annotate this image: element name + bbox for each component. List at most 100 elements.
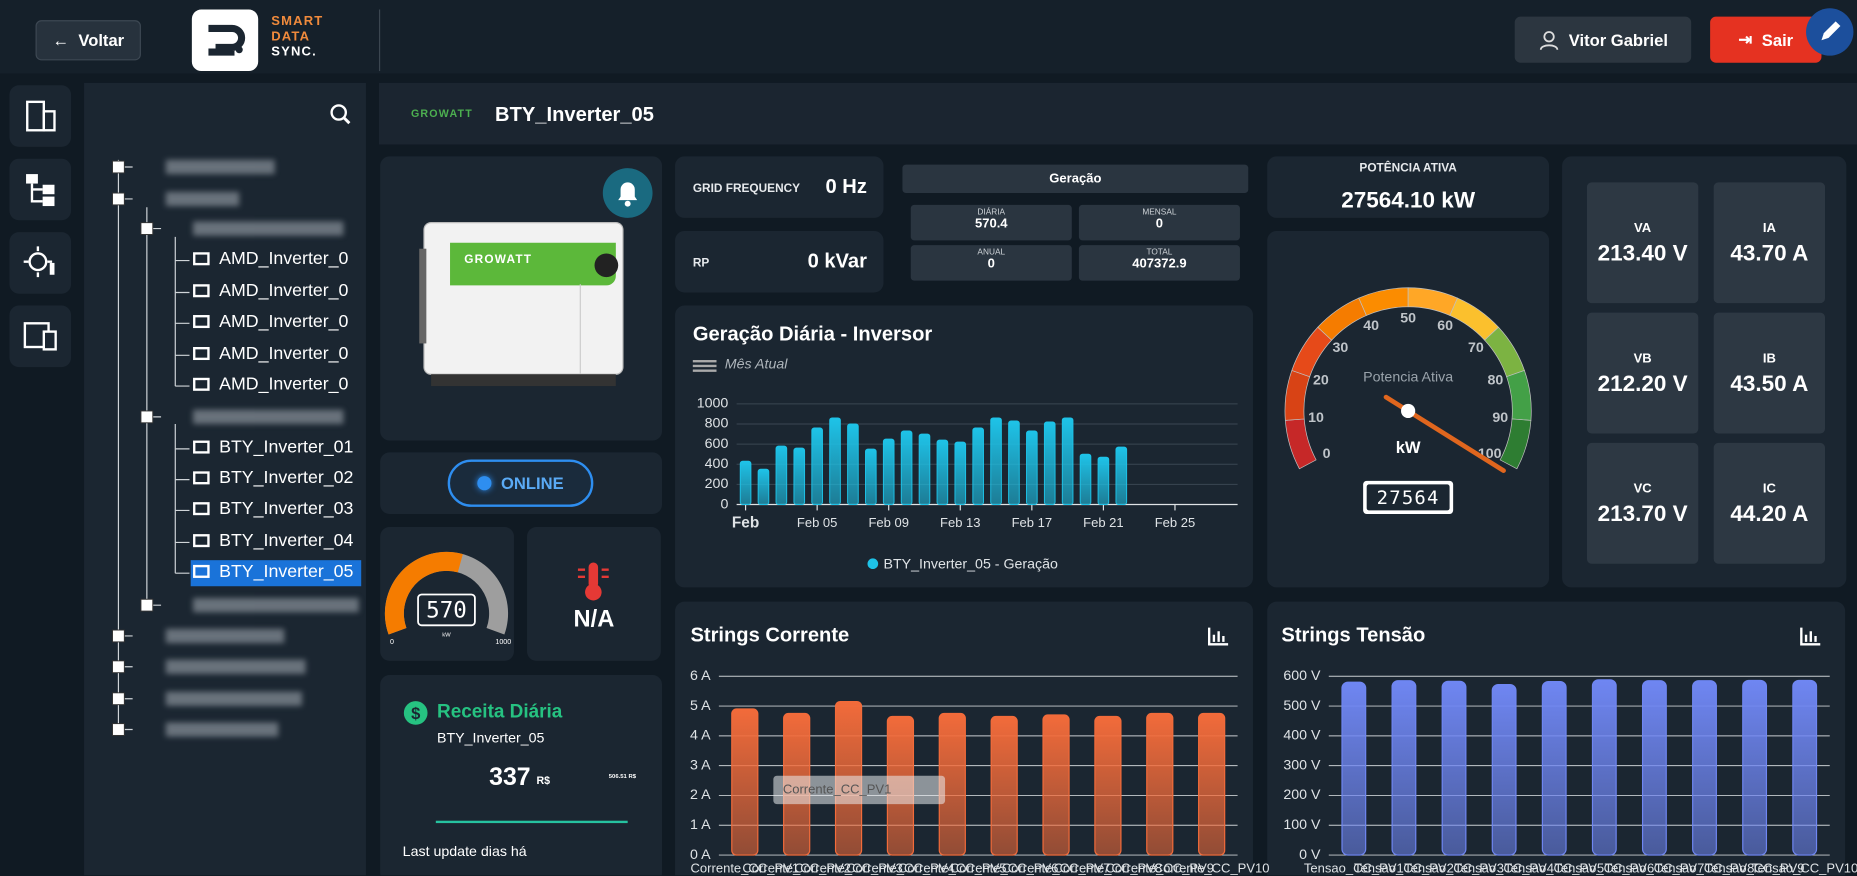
device-icon <box>193 440 210 454</box>
temperature-value: N/A <box>573 606 615 633</box>
chart-type-button[interactable] <box>1207 625 1231 646</box>
logo <box>191 9 259 72</box>
device-header <box>378 82 1857 145</box>
frequency-card <box>675 156 884 218</box>
device-icon <box>193 284 210 298</box>
phase-label: VC <box>1633 482 1652 497</box>
tree-item[interactable]: BTY_Inverter_03 <box>193 499 353 523</box>
rp-card <box>675 230 884 293</box>
tree-label: BTY_Inverter_02 <box>219 467 354 488</box>
tree-item[interactable]: BTY_Inverter_01 <box>193 437 353 461</box>
tree-label: AMD_Inverter_0 <box>219 280 349 301</box>
revenue-title: Receita Diária <box>437 702 563 723</box>
device-icon <box>193 564 210 578</box>
phase-label: IA <box>1762 221 1776 236</box>
logout-label: Sair <box>1761 30 1794 50</box>
back-button[interactable]: ← Voltar <box>35 20 141 61</box>
brand-line: SYNC. <box>271 45 317 60</box>
device-icon <box>193 252 210 266</box>
generation-cell: TOTAL 407372.9 <box>1078 245 1240 281</box>
status-pill: ONLINE <box>447 459 594 507</box>
device-icon <box>193 315 210 329</box>
revenue-reference: 506.51 R$ <box>608 773 637 781</box>
tree-label: BTY_Inverter_05 <box>219 561 354 582</box>
chart-menu[interactable] <box>692 358 717 375</box>
active-power-label: POTÊNCIA ATIVA <box>1359 162 1457 176</box>
rail-button[interactable] <box>9 305 72 368</box>
generation-title: Geração <box>902 164 1249 194</box>
edit-button[interactable] <box>1806 8 1854 56</box>
bell-icon <box>618 182 638 207</box>
revenue-icon: $ <box>403 701 428 725</box>
device-title: BTY_Inverter_05 <box>495 103 654 126</box>
phase-value: 213.70 V <box>1597 502 1688 528</box>
phase-value: 213.40 V <box>1597 241 1688 267</box>
alarm-button[interactable] <box>602 168 653 218</box>
brand-line: SMART <box>271 14 324 29</box>
generation-cell: ANUAL 0 <box>910 245 1072 281</box>
tree-item[interactable]: AMD_Inverter_0 <box>193 374 348 398</box>
revenue-line <box>435 820 628 824</box>
tree-label: BTY_Inverter_03 <box>219 498 354 519</box>
edit-icon <box>1821 21 1841 41</box>
power-gauge-card <box>380 527 514 661</box>
revenue-update: Last update dias há <box>402 843 527 860</box>
back-arrow: ← <box>52 30 69 50</box>
phase-value: 44.20 A <box>1730 502 1809 528</box>
logo-mark <box>208 24 246 56</box>
phase-value: 43.50 A <box>1730 371 1809 397</box>
frequency-label: GRID FREQUENCY <box>692 182 801 196</box>
phase-value: 43.70 A <box>1730 241 1809 267</box>
thermometer-icon <box>577 562 609 601</box>
revenue-card <box>380 675 663 876</box>
phase-cell: VB 212.20 V <box>1586 312 1699 434</box>
phase-label: VB <box>1633 351 1652 366</box>
generation-cell: DIÁRIA 570.4 <box>910 204 1072 241</box>
generation-cell: MENSAL 0 <box>1078 204 1240 241</box>
tree-lines <box>112 104 362 737</box>
user-name: Vitor Gabriel <box>1568 30 1668 50</box>
voltage-chart-card <box>1267 601 1846 876</box>
revenue-value: 337 <box>489 763 531 792</box>
phase-label: IB <box>1762 351 1776 366</box>
phase-label: IC <box>1762 482 1776 497</box>
phase-value: 212.20 V <box>1597 371 1688 397</box>
tree-panel <box>84 82 366 876</box>
daily-chart-card <box>675 305 1253 588</box>
gauge-card <box>1267 230 1550 588</box>
status-label: ONLINE <box>501 473 564 493</box>
rail-icon <box>23 322 57 351</box>
tree-item[interactable]: BTY_Inverter_02 <box>193 468 353 492</box>
phase-cell: IA 43.70 A <box>1713 182 1826 304</box>
phase-cell: VA 213.40 V <box>1586 182 1699 304</box>
tree-item[interactable]: AMD_Inverter_0 <box>193 343 348 367</box>
device-icon <box>193 534 210 548</box>
phase-label: VA <box>1634 221 1652 236</box>
tree-label: AMD_Inverter_0 <box>219 343 349 364</box>
active-power-card <box>1267 156 1550 218</box>
cell-label: DIÁRIA <box>977 208 1006 217</box>
logout-button[interactable]: ⇥ Sair <box>1710 16 1822 63</box>
tree-item[interactable]: AMD_Inverter_0 <box>193 311 348 335</box>
tree-label: AMD_Inverter_0 <box>219 311 349 332</box>
rail-button[interactable] <box>9 232 72 294</box>
rail-button[interactable] <box>9 158 72 221</box>
tree-item[interactable]: BTY_Inverter_04 <box>193 531 353 555</box>
rp-label: RP <box>692 256 710 271</box>
tree-item[interactable]: BTY_Inverter_05 <box>193 561 353 585</box>
tree-label: BTY_Inverter_01 <box>219 437 354 458</box>
rail-icon <box>26 100 56 132</box>
phase-cell: VC 213.70 V <box>1586 442 1699 564</box>
device-icon <box>193 377 210 391</box>
rail-button[interactable] <box>9 85 72 147</box>
user-button[interactable]: Vitor Gabriel <box>1514 16 1692 63</box>
tree-item[interactable]: AMD_Inverter_0 <box>193 249 348 273</box>
cell-value: 407372.9 <box>1132 256 1187 272</box>
rail-icon <box>23 246 55 278</box>
device-icon <box>193 471 210 485</box>
tree-item[interactable]: AMD_Inverter_0 <box>193 281 348 305</box>
cell-value: 0 <box>1155 216 1164 231</box>
chart-type-button[interactable] <box>1799 625 1823 646</box>
